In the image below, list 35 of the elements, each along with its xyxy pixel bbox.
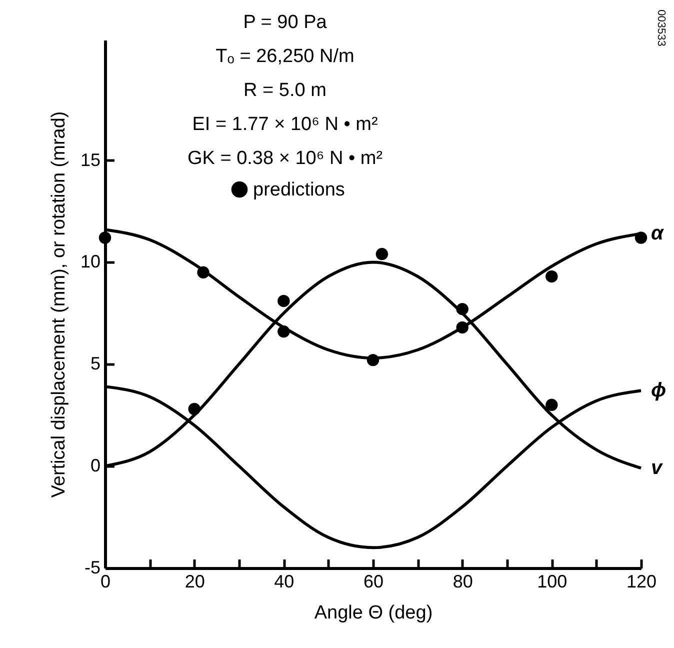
point xyxy=(546,398,558,412)
x-axis-title: Angle Θ (deg) xyxy=(314,602,433,624)
x-tick-label: 120 xyxy=(626,572,657,592)
point xyxy=(634,232,648,244)
x-tick-label: 80 xyxy=(452,572,473,592)
x-tick-label: 100 xyxy=(537,572,568,592)
point xyxy=(546,270,558,283)
x-tick-label: 60 xyxy=(363,572,384,592)
point xyxy=(456,321,468,334)
series-label: v xyxy=(651,457,664,480)
point xyxy=(188,402,200,416)
point xyxy=(98,232,112,244)
point xyxy=(278,325,290,338)
y-tick-label: 15 xyxy=(80,150,100,170)
annotation: R = 5.0 m xyxy=(244,80,326,101)
point xyxy=(278,294,290,308)
y-tick-label: 5 xyxy=(90,354,100,374)
y-axis-title: Vertical displacement (mm), or rotation (mrad) xyxy=(48,111,70,498)
point xyxy=(197,266,210,279)
annotation: Tₒ = 26,250 N/m xyxy=(216,46,354,67)
text: P = 90 Pa xyxy=(243,12,328,33)
annotation: EI = 1.77 × 10⁶ N • m² xyxy=(192,114,378,135)
y-tick-label: 0 xyxy=(90,456,100,476)
point xyxy=(456,302,468,316)
x-tick-label: 40 xyxy=(274,572,294,592)
y-tick-label: 10 xyxy=(80,252,100,272)
text: 003533 xyxy=(655,10,667,46)
series-label: α xyxy=(651,222,665,245)
y-tick-label: -5 xyxy=(84,558,100,578)
annotation: GK = 0.38 × 10⁶ N • m² xyxy=(187,148,383,169)
legend-label: predictions xyxy=(253,180,345,200)
point xyxy=(366,354,380,366)
x-tick-label: 20 xyxy=(184,572,205,592)
series-label: ϕ xyxy=(651,380,666,402)
point xyxy=(376,248,388,260)
